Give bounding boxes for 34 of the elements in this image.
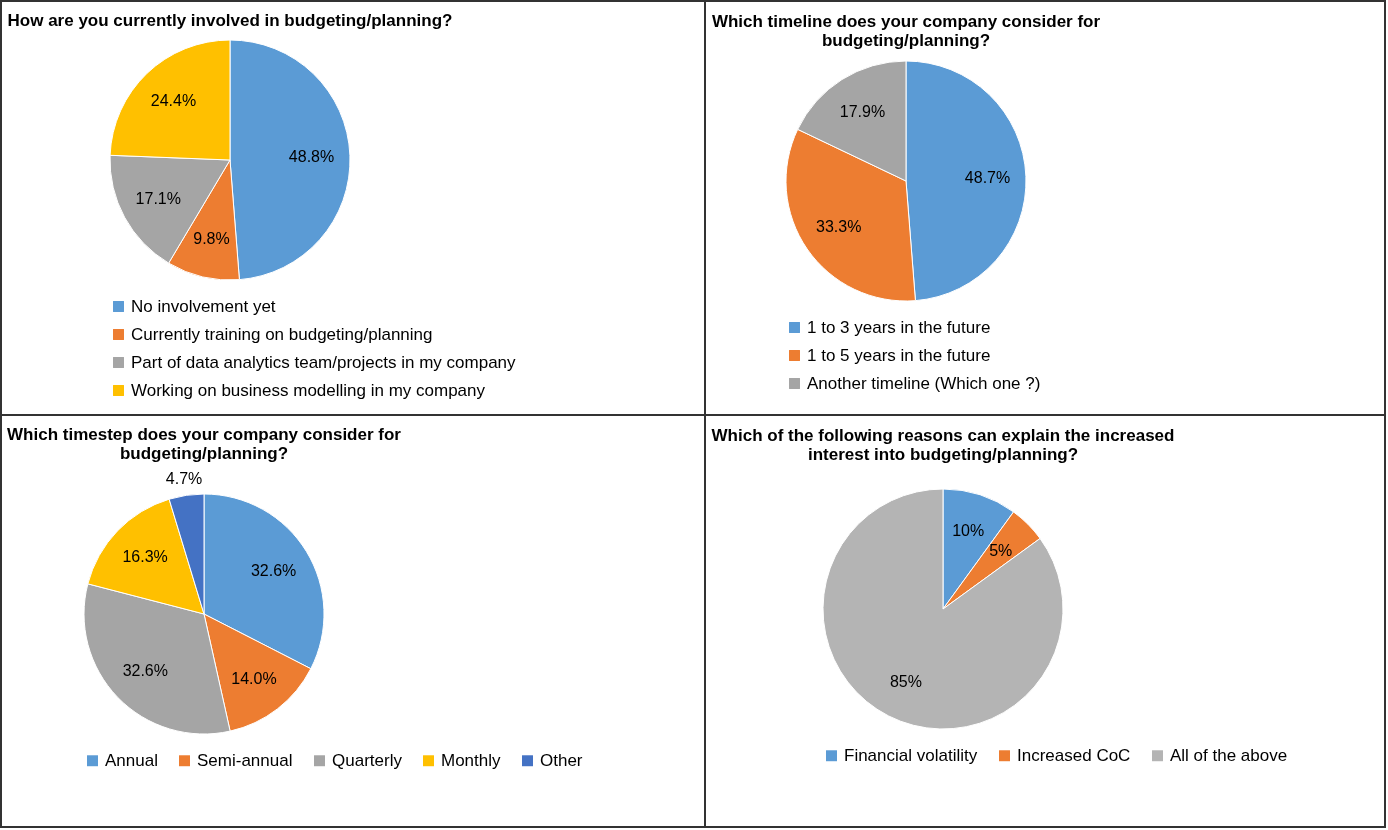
chart-title: How are you currently involved in budgeting/planning? bbox=[7, 11, 453, 30]
legend-label: Quarterly bbox=[332, 750, 403, 770]
legend-label: No involvement yet bbox=[131, 296, 276, 316]
legend-label: Semi-annual bbox=[197, 750, 293, 770]
data-label: 48.8% bbox=[288, 147, 335, 165]
chart-title: Which timeline does your company consider for budgeting/planning? bbox=[711, 11, 1101, 50]
data-label: 10% bbox=[952, 522, 985, 540]
data-label: 33.3% bbox=[816, 218, 862, 236]
legend-label: Financial volatility bbox=[844, 745, 978, 765]
data-label: 85% bbox=[889, 672, 922, 690]
legend-label: All of the above bbox=[1170, 745, 1288, 765]
data-label: 24.4% bbox=[150, 92, 197, 110]
data-label: 5% bbox=[989, 542, 1013, 560]
legend-label: Annual bbox=[105, 750, 158, 770]
legend-label: Other bbox=[540, 750, 583, 770]
data-label: 14.0% bbox=[231, 669, 277, 687]
data-label: 32.6% bbox=[250, 562, 297, 580]
legend-label: Monthly bbox=[441, 750, 502, 770]
data-label: 17.1% bbox=[135, 189, 181, 207]
legend-label: Currently training on budgeting/planning bbox=[131, 324, 433, 344]
data-label: 9.8% bbox=[193, 230, 230, 248]
data-label: 4.7% bbox=[165, 470, 203, 488]
legend-label: Part of data analytics team/projects in my company bbox=[131, 352, 517, 372]
legend-label: 1 to 5 years in the future bbox=[807, 345, 991, 365]
data-label: 16.3% bbox=[122, 548, 168, 566]
data-label: 32.6% bbox=[122, 661, 168, 679]
legend-label: Another timeline (Which one ?) bbox=[807, 373, 1041, 393]
legend-label: Increased CoC bbox=[1017, 745, 1131, 765]
legend-label: 1 to 3 years in the future bbox=[807, 317, 991, 337]
data-label: 17.9% bbox=[839, 102, 886, 120]
data-label: 48.7% bbox=[964, 168, 1011, 186]
chart-title: Which timestep does your company consider for budgeting/planning? bbox=[7, 425, 402, 464]
chart-title: Which of the following reasons can explain the increased interest into budgeting/planning? bbox=[711, 425, 1175, 464]
legend-label: Working on business modelling in my company bbox=[131, 380, 486, 400]
